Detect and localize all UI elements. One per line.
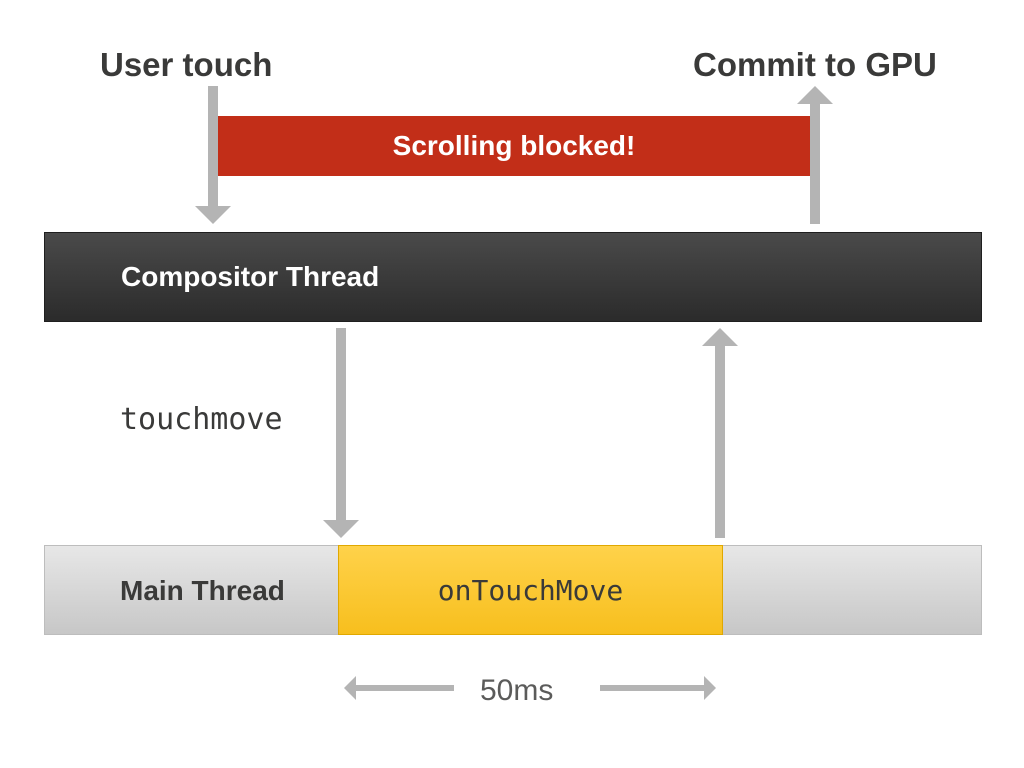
main-thread-label: Main Thread (120, 575, 285, 607)
label-touchmove: touchmove (120, 402, 283, 437)
label-commit-gpu: Commit to GPU (693, 46, 937, 84)
ontouchmove-label: onTouchMove (438, 574, 623, 607)
compositor-thread-bar: Compositor Thread (44, 232, 982, 322)
scrolling-blocked-label: Scrolling blocked! (393, 130, 636, 162)
arrow-user-touch-down (193, 86, 233, 224)
arrow-compositor-to-main (321, 328, 361, 538)
compositor-thread-label: Compositor Thread (121, 261, 379, 293)
label-duration: 50ms (480, 674, 553, 708)
ontouchmove-block: onTouchMove (338, 545, 723, 635)
scrolling-blocked-bar: Scrolling blocked! (213, 116, 815, 176)
arrow-commit-gpu-up (795, 86, 835, 224)
arrow-duration-left (344, 674, 454, 702)
label-user-touch: User touch (100, 46, 272, 84)
arrow-duration-right (600, 674, 716, 702)
arrow-main-to-compositor (700, 328, 740, 538)
